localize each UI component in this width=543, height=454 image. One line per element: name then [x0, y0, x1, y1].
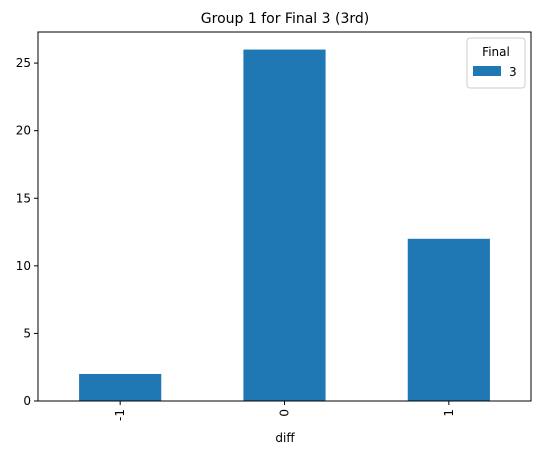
- chart-title: Group 1 for Final 3 (3rd): [201, 11, 369, 27]
- legend: Final 3: [466, 37, 526, 89]
- legend-title: Final: [482, 45, 510, 59]
- x-tick-label: -1: [113, 409, 127, 421]
- y-tick-label: 10: [16, 259, 31, 273]
- y-tick-label: 5: [23, 326, 31, 340]
- bar-1: [407, 238, 490, 401]
- x-axis: -1 0 1: [113, 401, 456, 421]
- y-axis: 0 5 10 15 20 25: [16, 56, 38, 408]
- legend-entry-label: 3: [509, 65, 517, 79]
- bars-layer: [79, 49, 490, 401]
- legend-swatch: [473, 66, 501, 76]
- bar--1: [79, 373, 162, 401]
- bar-0: [243, 49, 326, 401]
- x-tick-label: 1: [442, 409, 456, 417]
- y-tick-label: 0: [23, 394, 31, 408]
- x-axis-label: diff: [275, 431, 295, 445]
- y-tick-label: 25: [16, 56, 31, 70]
- x-tick-label: 0: [278, 409, 292, 417]
- y-tick-label: 15: [16, 191, 31, 205]
- y-tick-label: 20: [16, 124, 31, 138]
